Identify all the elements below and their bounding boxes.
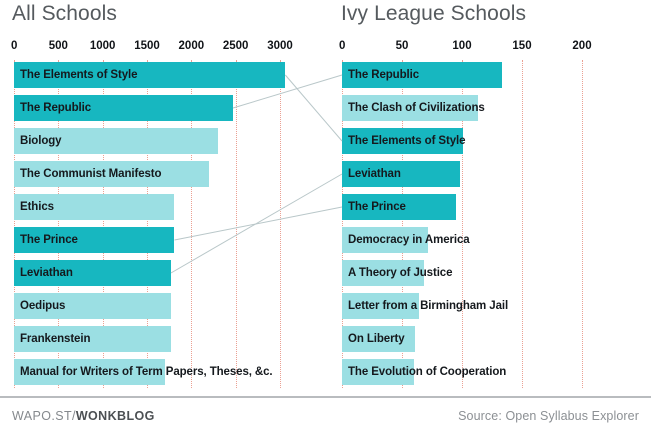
x-tick-label: 150: [512, 40, 532, 52]
footer: WAPO.ST/WONKBLOG Source: Open Syllabus E…: [0, 396, 651, 435]
chart-panel-ivy-league: Ivy League Schools 0 50 100 150 200 The Repu…: [336, 0, 651, 396]
bar-label: Leviathan: [20, 267, 73, 279]
bar-label: Manual for Writers of Term Papers, These…: [20, 366, 273, 378]
bar-label: The Elements of Style: [348, 135, 466, 147]
bar-label: The Communist Manifesto: [20, 168, 162, 180]
plot-area-ivy-league: The Republic The Clash of Civilizations Th…: [336, 60, 651, 390]
bar-label: The Prince: [348, 201, 406, 213]
bar[interactable]: [14, 128, 218, 154]
chart-title-all-schools: All Schools: [12, 2, 117, 25]
x-tick-label: 50: [395, 40, 409, 52]
bar-row[interactable]: The Republic: [0, 93, 330, 126]
bar-row[interactable]: A Theory of Justice: [336, 258, 651, 291]
gridline: [402, 60, 403, 388]
bar-row[interactable]: Manual for Writers of Term Papers, These…: [0, 357, 330, 390]
bar-label: Frankenstein: [20, 333, 91, 345]
bar[interactable]: [14, 260, 171, 286]
bar[interactable]: [14, 326, 171, 352]
bar-label: A Theory of Justice: [348, 267, 453, 279]
x-tick-label: 0: [339, 40, 346, 52]
bar-label: The Prince: [20, 234, 78, 246]
bar-row[interactable]: The Prince: [0, 225, 330, 258]
bar[interactable]: [342, 227, 429, 253]
gridline: [14, 60, 15, 388]
bar[interactable]: [342, 293, 419, 319]
x-axis-ivy-league: 0 50 100 150 200: [336, 40, 651, 58]
x-tick-label: 200: [572, 40, 592, 52]
x-tick-label: 100: [452, 40, 472, 52]
bar-label: The Elements of Style: [20, 69, 138, 81]
bar-label: The Clash of Civilizations: [348, 102, 485, 114]
x-tick-label: 2000: [178, 40, 205, 52]
gridline: [342, 60, 343, 388]
bar[interactable]: [342, 161, 460, 187]
bar-row[interactable]: On Liberty: [336, 324, 651, 357]
footer-brand-name: WONKBLOG: [75, 409, 155, 423]
bar[interactable]: [342, 194, 456, 220]
gridline: [522, 60, 523, 388]
bar[interactable]: [14, 359, 165, 385]
bar[interactable]: [14, 227, 175, 253]
bar-row[interactable]: Democracy in America: [336, 225, 651, 258]
bar-label: The Evolution of Cooperation: [348, 366, 507, 378]
bar-label: Democracy in America: [348, 234, 470, 246]
bar-label: The Republic: [20, 102, 92, 114]
bar[interactable]: [14, 293, 171, 319]
bar-row[interactable]: Oedipus: [0, 291, 330, 324]
gridline: [102, 60, 104, 388]
x-axis-all-schools: 0 500 1000 1500 2000 2500 3000: [0, 40, 330, 58]
footer-brand-prefix: WAPO.ST/: [12, 409, 76, 423]
bar[interactable]: [342, 128, 464, 154]
bar-row[interactable]: Leviathan: [336, 159, 651, 192]
footer-brand: WAPO.ST/WONKBLOG: [12, 409, 155, 423]
footer-source: Source: Open Syllabus Explorer: [458, 409, 639, 423]
bar[interactable]: [342, 359, 414, 385]
bar-row[interactable]: Letter from a Birmingham Jail: [336, 291, 651, 324]
bar-row[interactable]: The Elements of Style: [336, 126, 651, 159]
x-tick-label: 500: [48, 40, 68, 52]
x-tick-label: 2500: [222, 40, 249, 52]
gridline: [147, 60, 148, 388]
bar-row[interactable]: Leviathan: [0, 258, 330, 291]
bar-label: Letter from a Birmingham Jail: [348, 300, 509, 312]
gridline: [582, 60, 583, 388]
bar-label: Leviathan: [348, 168, 401, 180]
bar-row[interactable]: Frankenstein: [0, 324, 330, 357]
chart-panel-all-schools: All Schools 0 500 1000 1500 2000 2500 3000 The…: [0, 0, 330, 396]
plot-area-all-schools: The Elements of Style The Republic Biology…: [0, 60, 330, 390]
bar-label: The Republic: [348, 69, 420, 81]
x-tick-label: 0: [11, 40, 18, 52]
bar[interactable]: [14, 95, 233, 121]
x-tick-label: 1000: [89, 40, 116, 52]
bar-row[interactable]: The Republic: [336, 60, 651, 93]
bar-row[interactable]: The Clash of Civilizations: [336, 93, 651, 126]
bar-row[interactable]: The Evolution of Cooperation: [336, 357, 651, 390]
bar-row[interactable]: The Elements of Style: [0, 60, 330, 93]
bar-row[interactable]: Biology: [0, 126, 330, 159]
bar-row[interactable]: The Prince: [336, 192, 651, 225]
bar-label: Oedipus: [20, 300, 66, 312]
bar-label: On Liberty: [348, 333, 405, 345]
bar[interactable]: [342, 326, 416, 352]
bar[interactable]: [14, 194, 174, 220]
x-tick-label: 3000: [267, 40, 293, 52]
bar-row[interactable]: Ethics: [0, 192, 330, 225]
gridline: [58, 60, 60, 388]
bar[interactable]: [342, 260, 424, 286]
chart-title-ivy-league: Ivy League Schools: [341, 2, 527, 25]
bar-label: Biology: [20, 135, 62, 147]
bar-row[interactable]: The Communist Manifesto: [0, 159, 330, 192]
bar-label: Ethics: [20, 201, 54, 213]
bar[interactable]: [342, 95, 478, 121]
bar[interactable]: [342, 62, 502, 88]
x-tick-label: 1500: [134, 40, 160, 52]
gridline: [462, 60, 463, 388]
